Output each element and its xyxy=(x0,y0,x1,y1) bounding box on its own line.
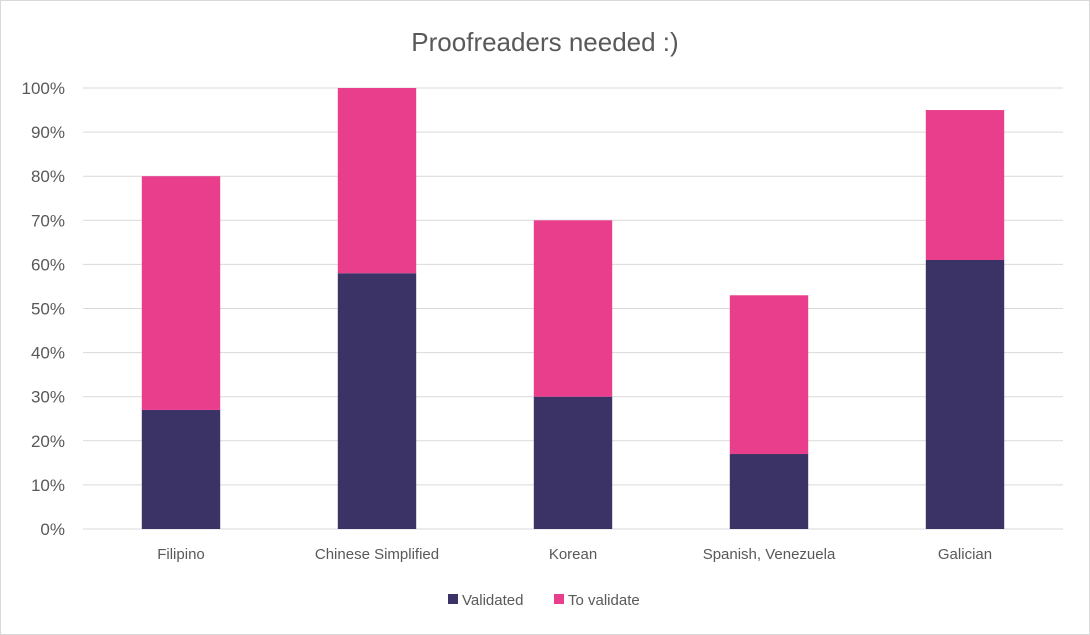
bar-to-validate-2 xyxy=(533,220,613,397)
y-axis-ticks: 0% 10% 20% 30% 40% 50% 60% 70% 80% 90% 100% xyxy=(22,79,65,539)
y-tick-label: 20% xyxy=(31,432,65,451)
y-tick-label: 100% xyxy=(22,79,65,98)
y-tick-label: 50% xyxy=(31,300,65,319)
legend: Validated To validate xyxy=(448,592,640,609)
y-tick-label: 0% xyxy=(40,520,65,539)
bar-to-validate-3 xyxy=(729,295,809,455)
x-category-label: Spanish, Venezuela xyxy=(703,546,836,563)
x-axis-categories: Filipino Chinese Simplified Korean Spanish,… xyxy=(157,546,992,563)
y-tick-label: 80% xyxy=(31,167,65,186)
x-category-label: Galician xyxy=(938,546,992,563)
y-tick-label: 30% xyxy=(31,388,65,407)
y-tick-label: 10% xyxy=(31,476,65,495)
bar-validated-3 xyxy=(729,454,809,529)
bars xyxy=(141,88,1005,529)
bar-validated-2 xyxy=(533,396,613,529)
x-category-label: Chinese Simplified xyxy=(315,546,439,563)
y-tick-label: 70% xyxy=(31,211,65,230)
legend-label: To validate xyxy=(568,592,640,609)
bar-to-validate-1 xyxy=(337,88,417,274)
legend-label: Validated xyxy=(462,592,523,609)
bar-validated-1 xyxy=(337,273,417,529)
bar-validated-0 xyxy=(141,409,221,529)
x-category-label: Korean xyxy=(549,546,597,563)
bar-validated-4 xyxy=(925,259,1005,529)
y-tick-label: 60% xyxy=(31,255,65,274)
bar-to-validate-0 xyxy=(141,176,221,410)
y-tick-label: 40% xyxy=(31,344,65,363)
legend-swatch xyxy=(554,594,564,604)
legend-swatch xyxy=(448,594,458,604)
bar-to-validate-4 xyxy=(925,110,1005,260)
x-category-label: Filipino xyxy=(157,546,205,563)
y-tick-label: 90% xyxy=(31,123,65,142)
chart-title: Proofreaders needed :) xyxy=(411,27,678,57)
